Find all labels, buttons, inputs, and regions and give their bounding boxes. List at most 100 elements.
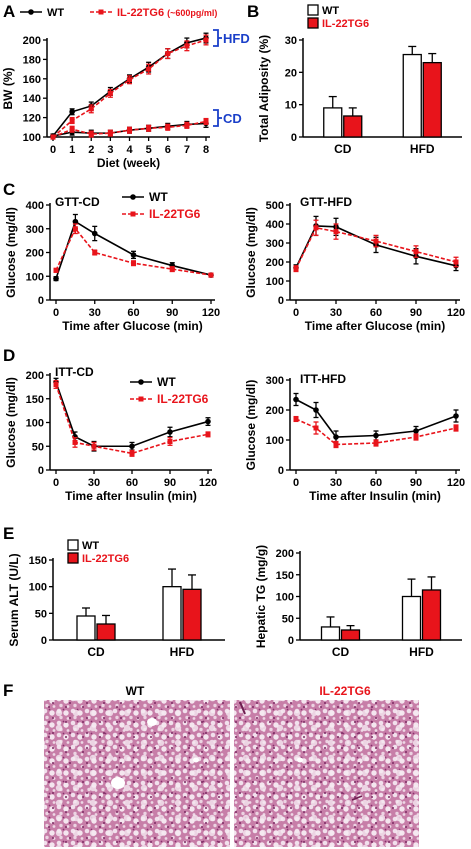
data-point — [167, 439, 173, 444]
category-label: HFD — [410, 142, 435, 156]
y-tick-label: 20 — [285, 67, 297, 79]
y-tick-label: 0 — [41, 635, 47, 647]
x-tick-label: 0 — [293, 477, 299, 489]
y-tick-label: 140 — [23, 93, 41, 105]
data-point — [130, 252, 137, 258]
x-tick-label: 30 — [330, 307, 342, 319]
x-tick-label: 5 — [146, 144, 152, 156]
legend-label: WT — [82, 540, 99, 552]
y-tick-label: 150 — [276, 570, 294, 582]
series-line — [55, 220, 212, 279]
y-axis-label: Glucose (mg/dl) — [244, 207, 258, 298]
data-point — [127, 77, 132, 83]
y-tick-label: 100 — [26, 271, 44, 283]
data-point — [333, 434, 339, 440]
data-point — [333, 442, 339, 447]
legend-label: IL-22TG6 — [149, 207, 201, 221]
y-tick-label: 0 — [38, 465, 44, 477]
x-tick-label: 90 — [164, 477, 176, 489]
x-tick-label: 90 — [410, 477, 422, 489]
data-point — [313, 225, 319, 231]
bar — [401, 595, 422, 641]
legend-label: WT — [157, 375, 176, 389]
category-label: CD — [334, 142, 352, 156]
data-point — [91, 443, 97, 449]
data-point — [205, 418, 211, 425]
series-line — [55, 384, 209, 455]
legend-marker — [138, 396, 144, 402]
data-point — [167, 429, 173, 435]
bar — [162, 586, 182, 641]
series-line — [295, 398, 457, 438]
histology-image-wt — [44, 700, 230, 847]
data-point — [205, 431, 211, 437]
legend-label: WT — [149, 190, 168, 204]
y-tick-label: 50 — [282, 613, 294, 625]
y-tick-label: 50 — [32, 441, 44, 453]
y-tick-label: 100 — [23, 132, 41, 144]
x-tick-label: 2 — [88, 144, 94, 156]
data-point — [165, 51, 171, 57]
data-point — [208, 272, 214, 278]
series-il-22tg6 — [53, 380, 211, 457]
bar — [343, 115, 363, 138]
gtt-hfd-title: GTT-HFD — [300, 195, 352, 209]
y-tick-label: 300 — [266, 238, 284, 250]
data-point — [91, 230, 98, 237]
data-point — [72, 439, 78, 445]
x-axis-label: Time after Glucose (min) — [305, 319, 445, 333]
y-tick-label: 500 — [266, 200, 284, 212]
y-tick-label: 100 — [266, 435, 284, 447]
x-tick-label: 0 — [53, 307, 59, 319]
y-tick-label: 200 — [26, 370, 44, 382]
legend-marker — [98, 9, 104, 15]
y-tick-label: 10 — [285, 100, 297, 112]
x-tick-label: 7 — [184, 144, 190, 156]
x-tick-label: 120 — [447, 307, 465, 319]
data-point — [50, 134, 56, 140]
x-axis-label: Time after Glucose (min) — [62, 319, 202, 333]
series-il-22tg6 — [53, 223, 214, 278]
legend-marker — [28, 9, 34, 15]
data-point — [53, 275, 59, 282]
x-tick-label: 0 — [50, 144, 56, 156]
data-point — [69, 108, 75, 115]
x-tick-label: 90 — [166, 307, 178, 319]
panel-letter-a: A — [3, 2, 15, 21]
data-point — [203, 37, 209, 43]
data-point — [184, 122, 190, 128]
data-point — [72, 226, 78, 232]
panel-letter-c: C — [3, 180, 15, 199]
x-tick-label: 120 — [199, 477, 217, 489]
y-tick-label: 30 — [285, 35, 297, 47]
bar — [340, 629, 361, 641]
y-tick-label: 120 — [23, 113, 41, 125]
panel-letter-f: F — [3, 681, 13, 700]
x-tick-label: 120 — [447, 477, 465, 489]
x-tick-label: 0 — [53, 477, 59, 489]
legend: WT IL-22TG6 — [122, 190, 201, 221]
histology-panel: WT IL-22TG6 — [44, 684, 419, 847]
x-tick-label: 60 — [127, 307, 139, 319]
chart-a: 100 120 140 160 180 200 0 1 2 3 4 5 6 7 8 Diet (week) BW… — [1, 7, 217, 170]
legend-swatch — [307, 17, 319, 29]
legend-label: IL-22TG6 — [157, 392, 209, 406]
data-point — [53, 267, 59, 273]
legend: WT IL-22TG6 (~600pg/ml) — [20, 7, 217, 19]
x-axis-label: Diet (week) — [97, 156, 160, 170]
y-tick-label: 50 — [35, 608, 47, 620]
data-point — [293, 266, 299, 272]
chart-b: 0 10 20 30 Total Adiposity (%) CD HFD WTIL-22TG… — [257, 4, 462, 156]
data-point — [72, 218, 79, 225]
data-point — [293, 396, 299, 403]
series-line — [295, 226, 457, 270]
y-tick-label: 100 — [276, 592, 294, 604]
y-tick-label: 0 — [38, 295, 44, 307]
x-tick-label: 0 — [293, 307, 299, 319]
y-tick-label: 200 — [23, 35, 41, 47]
data-point — [184, 43, 190, 49]
data-point — [453, 259, 459, 265]
data-point — [107, 130, 113, 136]
